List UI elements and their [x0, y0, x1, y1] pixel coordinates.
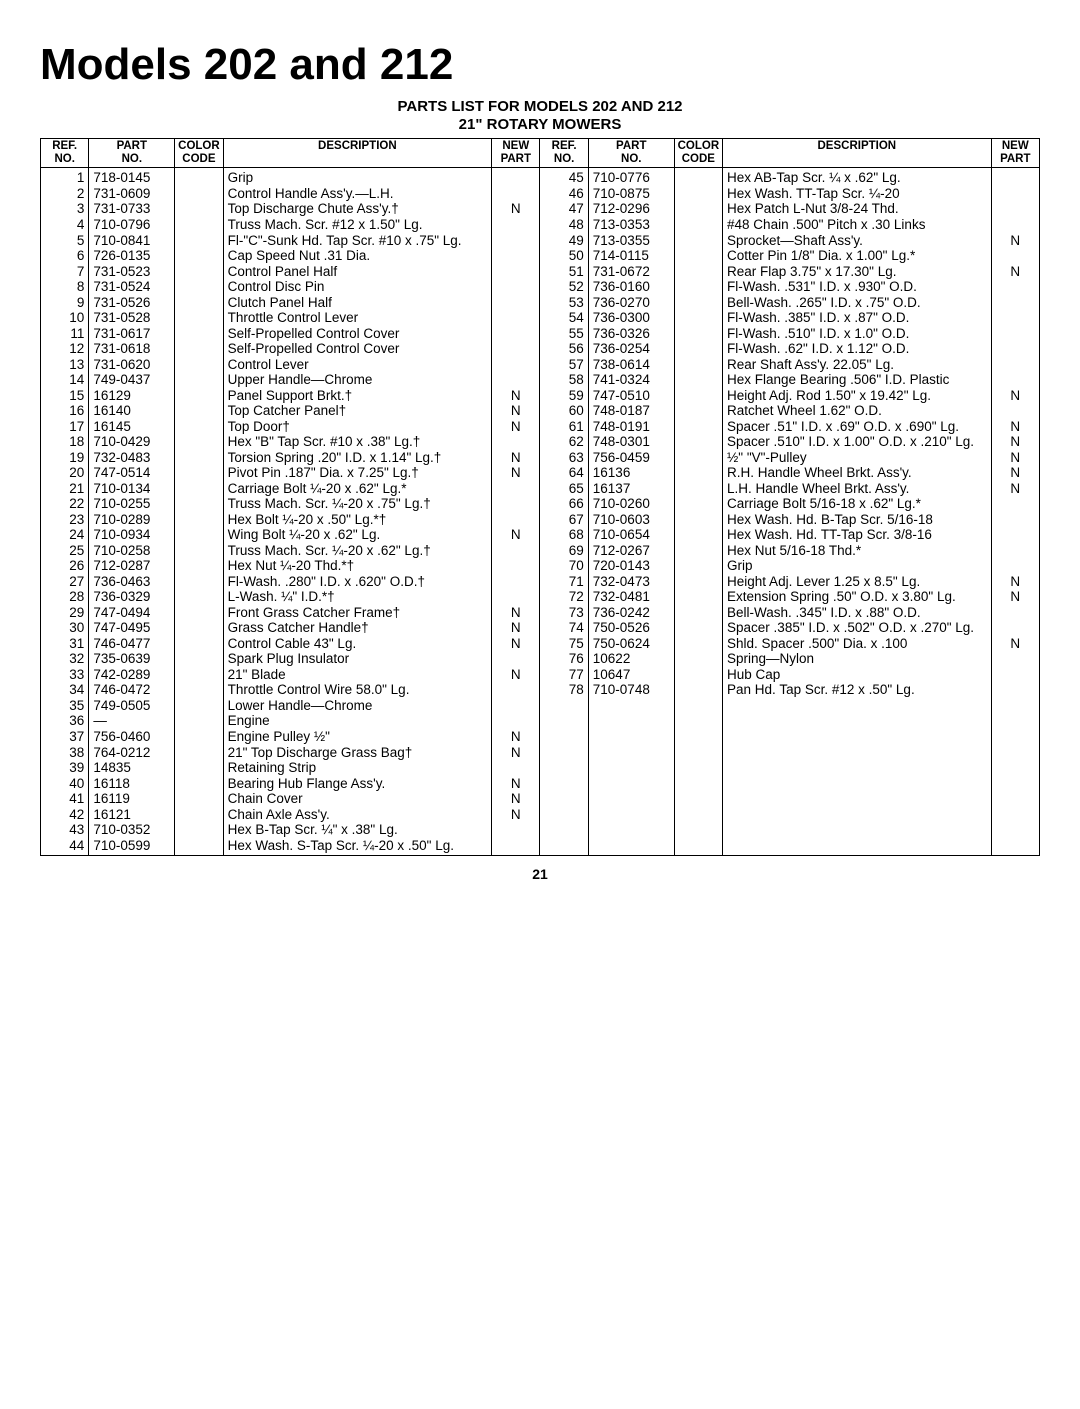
right-ref-col: 4546474849505152535455565758596061626364… — [540, 168, 588, 856]
right-desc-col: Hex AB-Tap Scr. ¼ x .62" Lg.Hex Wash. TT… — [723, 168, 992, 856]
left-color-col — [175, 168, 223, 856]
parts-tbody: 1234567891011121314151617181920212223242… — [41, 168, 1040, 856]
hdr-ref-l: REF.NO. — [41, 139, 89, 168]
hdr-new-r: NEWPART — [991, 139, 1039, 168]
right-part-col: 710-0776710-0875712-0296713-0353713-0355… — [588, 168, 674, 856]
hdr-desc-l: DESCRIPTION — [223, 139, 492, 168]
hdr-desc-r: DESCRIPTION — [723, 139, 992, 168]
hdr-color-r: COLORCODE — [674, 139, 722, 168]
left-ref-col: 1234567891011121314151617181920212223242… — [41, 168, 89, 856]
subtitle-line-1: PARTS LIST FOR MODELS 202 AND 212 — [40, 98, 1040, 116]
left-part-col: 718-0145731-0609731-0733710-0796710-0841… — [89, 168, 175, 856]
left-desc-col: GripControl Handle Ass'y.—L.H.Top Discha… — [223, 168, 492, 856]
subtitle-line-2: 21" ROTARY MOWERS — [40, 116, 1040, 134]
hdr-ref-r: REF.NO. — [540, 139, 588, 168]
right-color-col — [674, 168, 722, 856]
page-title: Models 202 and 212 — [40, 40, 1040, 90]
page-number: 21 — [40, 866, 1040, 882]
hdr-color-l: COLORCODE — [175, 139, 223, 168]
hdr-part-r: PARTNO. — [588, 139, 674, 168]
hdr-new-l: NEWPART — [492, 139, 540, 168]
left-new-col: NNNNNNNNNNNNNNNN — [492, 168, 540, 856]
subtitle-block: PARTS LIST FOR MODELS 202 AND 212 21" RO… — [40, 98, 1040, 134]
parts-table: REF.NO. PARTNO. COLORCODE DESCRIPTION NE… — [40, 138, 1040, 856]
hdr-part-l: PARTNO. — [89, 139, 175, 168]
right-new-col: NNNNNNNNNNN — [991, 168, 1039, 856]
